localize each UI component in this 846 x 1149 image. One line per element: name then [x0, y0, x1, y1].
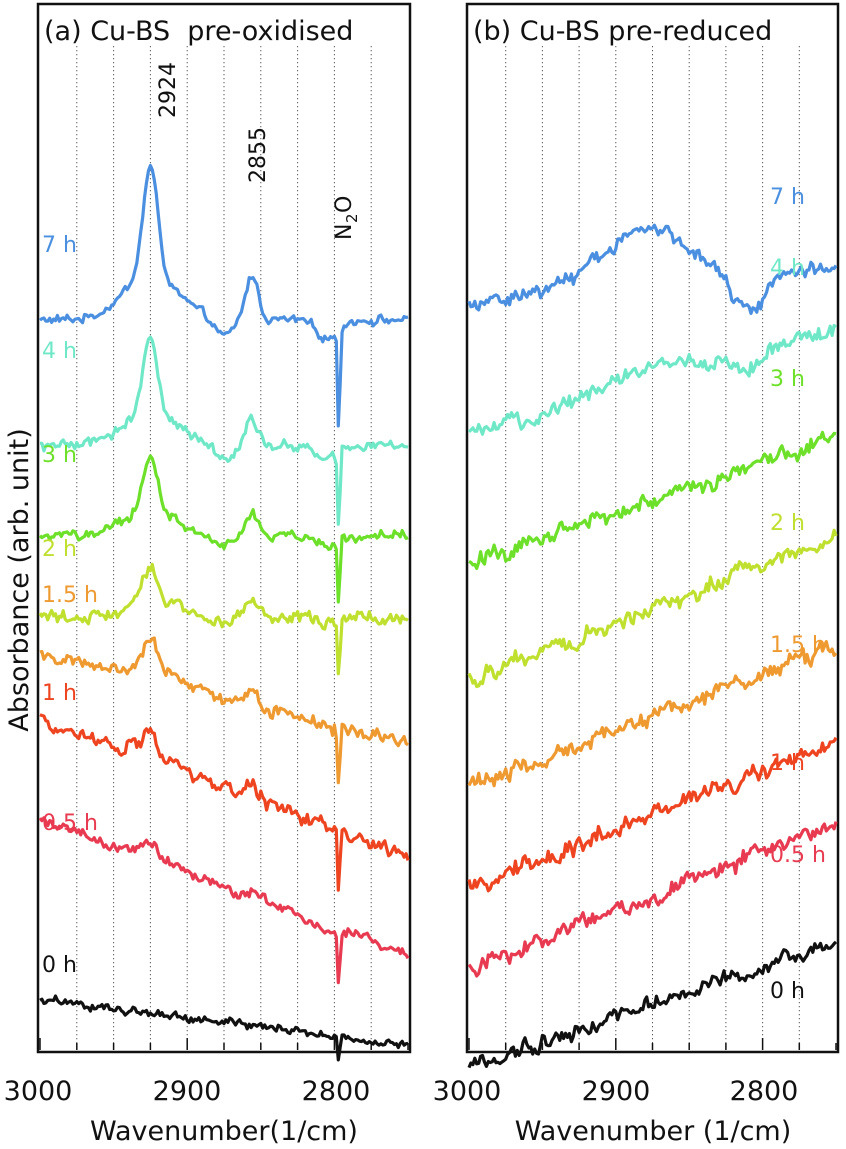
panel-b-ticks — [468, 1038, 837, 1050]
series-label: 1 h — [42, 681, 77, 706]
series-line — [39, 994, 409, 1062]
series-label: 3 h — [42, 443, 77, 468]
panel-a-series: 7 h 4 h 3 h 2 h 1.5 h 1 h 0.5 h 0 h — [38, 163, 410, 1062]
series-label: 4 h — [42, 339, 77, 364]
series-label: 1.5 h — [770, 633, 826, 658]
series-label: 4 h — [770, 256, 805, 281]
peak-2855-label: 2855 — [246, 127, 271, 183]
panel-b-grid — [505, 6, 800, 1050]
panel-a-xtick-2900: 2900 — [153, 1076, 222, 1107]
series-label: 7 h — [42, 233, 77, 258]
panel-a-xtick-2800: 2800 — [302, 1076, 371, 1107]
series-line — [467, 821, 838, 978]
panel-b-xtick-2900: 2900 — [582, 1076, 651, 1107]
series-line — [39, 713, 410, 892]
panel-a-frame — [36, 2, 412, 1054]
panel-b-title: (b) Cu-BS pre-reduced — [473, 16, 772, 47]
series-label: 0.5 h — [770, 843, 826, 868]
series-line — [467, 639, 838, 788]
panel-b-frame — [465, 2, 840, 1054]
series-label: 1.5 h — [42, 583, 98, 608]
series-label: 3 h — [770, 367, 805, 392]
panel-a-xtick-3000: 3000 — [4, 1076, 73, 1107]
n2o-label: N 2 O — [332, 196, 361, 240]
series-label: 2 h — [770, 511, 805, 536]
panel-b-x-axis-label: Wavenumber (1/cm) — [515, 1116, 792, 1147]
series-line — [38, 163, 409, 428]
series-label: 0.5 h — [42, 811, 98, 836]
panel-a-title-bg — [40, 6, 400, 46]
series-line — [467, 323, 837, 436]
series-line — [38, 816, 410, 985]
panel-a-x-axis-label: Wavenumber(1/cm) — [90, 1116, 358, 1147]
panel-b: 7 h 4 h 3 h 2 h 1.5 h 1 h 0.5 h 0 h (b) Cu-BS p… — [433, 2, 840, 1147]
n2o-label-n: N — [332, 224, 357, 240]
series-label: 0 h — [42, 953, 77, 978]
series-line — [467, 528, 838, 689]
series-line — [467, 223, 838, 315]
panel-b-series: 7 h 4 h 3 h 2 h 1.5 h 1 h 0.5 h 0 h — [467, 185, 838, 1069]
series-label: 7 h — [770, 185, 805, 210]
series-line — [39, 335, 409, 526]
series-line — [38, 562, 409, 676]
n2o-label-o: O — [332, 196, 357, 213]
series-line — [467, 940, 838, 1069]
panel-a-title: (a) Cu-BS pre-oxidised — [44, 16, 353, 47]
series-line — [467, 736, 838, 893]
series-label: 0 h — [770, 979, 805, 1004]
series-label: 2 h — [42, 537, 77, 562]
panel-a-grid — [76, 6, 372, 1050]
series-line — [39, 636, 409, 785]
panel-b-title-bg — [469, 6, 835, 46]
panel-b-xtick-3000: 3000 — [433, 1076, 502, 1107]
y-axis-label: Absorbance (arb. unit) — [4, 428, 35, 731]
series-line — [468, 430, 837, 571]
n2o-label-sub: 2 — [343, 213, 361, 223]
series-label: 1 h — [770, 751, 805, 776]
panel-b-xtick-2800: 2800 — [730, 1076, 799, 1107]
peak-2924-label: 2924 — [156, 62, 181, 118]
panel-a: 7 h 4 h 3 h 2 h 1.5 h 1 h 0.5 h 0 h (a) Cu-BS p… — [4, 2, 412, 1147]
series-line — [38, 454, 409, 604]
